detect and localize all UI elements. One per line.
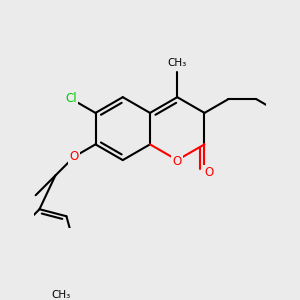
- Text: CH₃: CH₃: [168, 58, 187, 68]
- Text: O: O: [172, 155, 182, 168]
- Text: CH₃: CH₃: [51, 290, 70, 300]
- Text: O: O: [204, 166, 214, 179]
- Text: O: O: [70, 150, 79, 163]
- Text: Cl: Cl: [65, 92, 77, 105]
